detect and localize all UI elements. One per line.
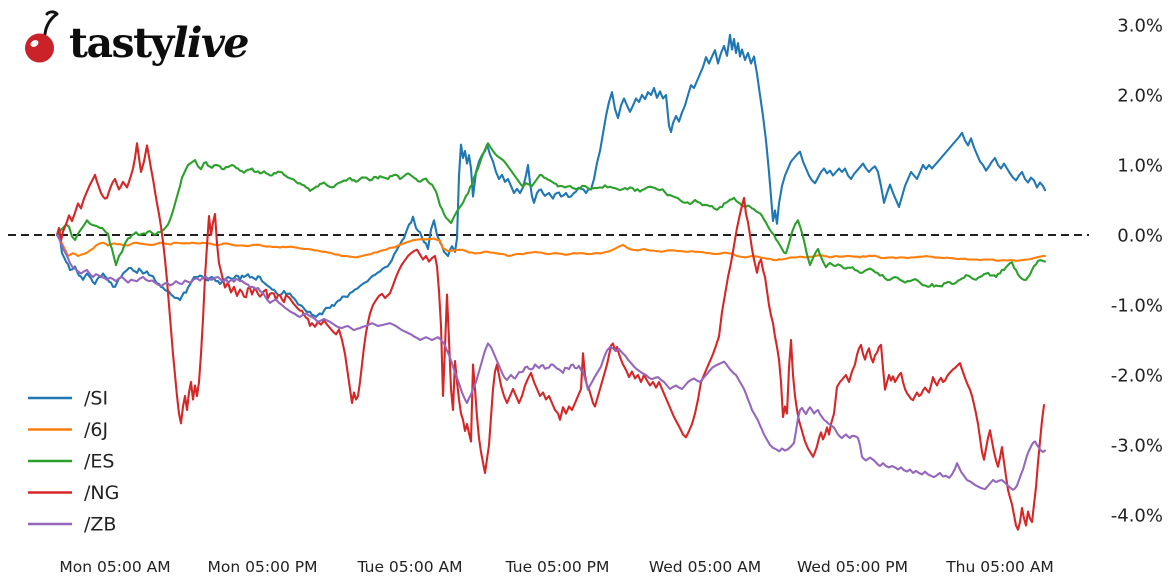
x-axis-label: Mon 05:00 PM [208, 558, 318, 576]
series-line-ng [55, 142, 1046, 531]
x-axis-label: Mon 05:00 AM [59, 558, 170, 576]
series-line-zb [55, 233, 1047, 491]
logo-text-tasty: tasty [69, 19, 174, 67]
legend-label-si: /SI [84, 388, 108, 410]
legend-label-zb: /ZB [84, 514, 116, 536]
y-axis-label: -2.0% [1111, 366, 1163, 387]
x-axis-label: Wed 05:00 PM [797, 558, 908, 576]
series-line-6j [55, 233, 1047, 262]
y-axis-label: -1.0% [1111, 296, 1163, 317]
y-axis-label: 1.0% [1117, 156, 1163, 177]
logo-wordmark: tastylive [69, 23, 249, 64]
y-axis-label: 2.0% [1117, 86, 1163, 107]
cherry-icon [25, 10, 59, 63]
legend-label-es: /ES [84, 451, 114, 473]
legend-label-6j: /6J [84, 419, 108, 441]
x-axis-label: Tue 05:00 PM [505, 558, 610, 576]
y-axis-label: 3.0% [1117, 16, 1163, 37]
x-axis-label: Wed 05:00 AM [649, 558, 761, 576]
series-line-es [55, 142, 1047, 288]
y-axis-label: -4.0% [1111, 506, 1163, 527]
x-axis-label: Thu 05:00 AM [945, 558, 1054, 576]
legend-label-ng: /NG [84, 482, 119, 504]
logo-text-live: live [172, 19, 250, 67]
y-axis-label: 0.0% [1117, 226, 1163, 247]
x-axis-label: Tue 05:00 AM [357, 558, 463, 576]
y-axis-label: -3.0% [1111, 436, 1163, 457]
tastylive-logo: tastylive [24, 8, 249, 64]
